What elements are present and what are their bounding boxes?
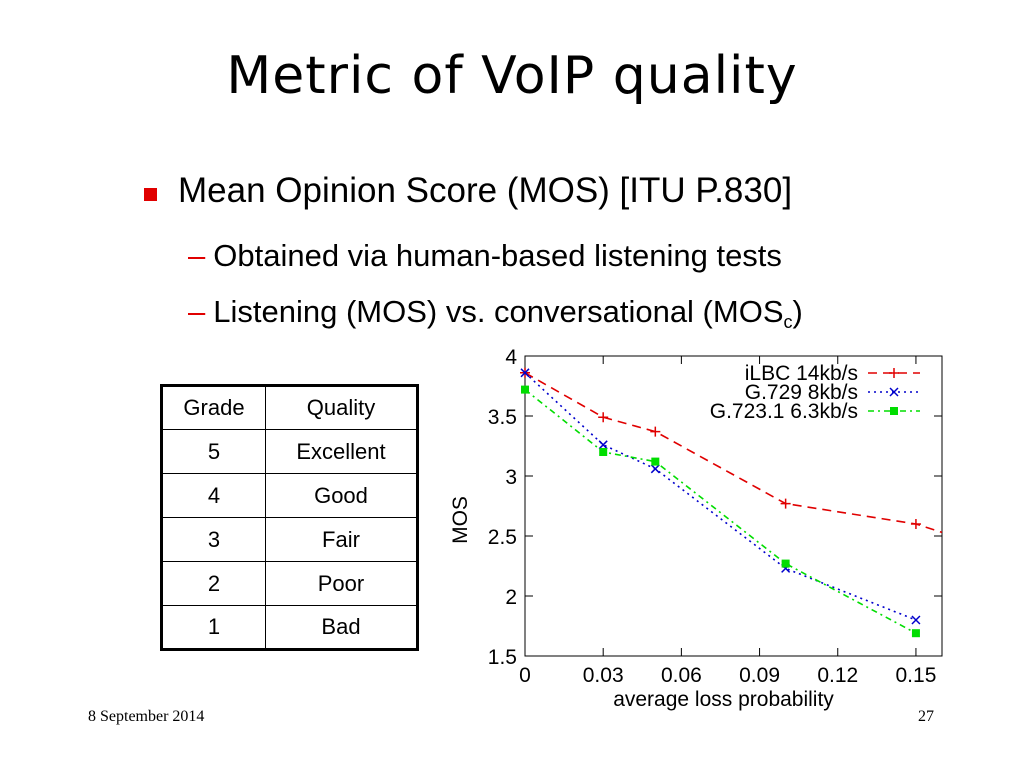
legend-marker: [890, 407, 898, 415]
grade-cell: 3: [161, 517, 266, 562]
dash-icon: –: [188, 294, 206, 329]
quality-cell: Poor: [265, 561, 418, 606]
x-tick-label: 0.03: [583, 664, 624, 687]
slide-title: Metric of VoIP quality: [226, 46, 798, 106]
quality-cell: Fair: [265, 517, 418, 562]
bullet-mos: Mean Opinion Score (MOS) [ITU P.830]: [178, 171, 793, 210]
table-row: 3 Fair: [161, 517, 418, 562]
grade-cell: 2: [161, 561, 266, 606]
data-point: [599, 448, 608, 456]
legend-label: iLBC 14kb/s: [745, 362, 858, 385]
series-line: [524, 372, 943, 534]
data-point: [650, 464, 660, 474]
table-header-row: Grade Quality: [161, 385, 418, 430]
header-quality: Quality: [265, 385, 418, 430]
x-tick-label: 0.09: [739, 664, 780, 687]
subscript-c: c: [783, 312, 793, 332]
y-tick-label: 3.5: [488, 406, 517, 429]
series-line: [524, 388, 917, 634]
legend-label: G.729 8kb/s: [745, 381, 858, 404]
sub-bullet-listening-tests: – Obtained via human-based listening test…: [188, 238, 782, 274]
table-row: 4 Good: [161, 473, 418, 518]
x-tick-label: 0.15: [896, 664, 937, 687]
data-point: [781, 559, 790, 568]
closing-paren: ): [792, 294, 803, 329]
y-axis-label: MOS: [449, 496, 472, 544]
grade-cell: 5: [161, 429, 266, 474]
y-tick-label: 2: [505, 586, 517, 609]
data-point: [651, 457, 660, 466]
x-axis-label: average loss probability: [613, 688, 834, 711]
data-point: [521, 385, 529, 394]
x-tick-label: 0.06: [661, 664, 702, 687]
table-row: 2 Poor: [161, 561, 418, 606]
data-point: [598, 440, 608, 450]
quality-cell: Excellent: [265, 429, 418, 474]
legend-label: G.723.1 6.3kb/s: [710, 400, 858, 423]
data-point: [911, 615, 921, 625]
sub-bullet-text: Listening (MOS) vs. conversational (MOS: [213, 294, 784, 329]
y-tick-label: 1.5: [488, 646, 517, 669]
data-point: [650, 426, 661, 437]
dash-icon: –: [188, 238, 206, 273]
quality-cell: Good: [265, 473, 418, 518]
page-number: 27: [918, 708, 934, 725]
x-tick-label: 0.12: [817, 664, 858, 687]
legend-marker: [889, 387, 899, 397]
y-tick-label: 3: [505, 466, 517, 489]
footer-date: 8 September 2014: [88, 708, 205, 725]
grade-cell: 1: [161, 605, 266, 650]
table-row: 1 Bad: [161, 605, 418, 650]
legend-marker: [889, 368, 899, 378]
quality-cell: Bad: [265, 605, 418, 650]
x-tick-label: 0: [519, 664, 531, 687]
data-point: [598, 412, 609, 423]
mos-line-chart: 1.5 2 2.5 3 3.5 4 0 0.03 0.06 0.09 0.12 0.15 average…: [449, 346, 943, 711]
y-tick-label: 4: [505, 346, 517, 369]
mos-grade-table: Grade Quality 5 Excellent 4 Good 3 Fair …: [160, 384, 419, 651]
table-row: 5 Excellent: [161, 429, 418, 474]
data-point: [910, 519, 921, 529]
plot-frame: [524, 355, 943, 657]
header-grade: Grade: [161, 385, 266, 430]
grade-cell: 4: [161, 473, 266, 518]
sub-bullet-listening-vs-conversational: – Listening (MOS) vs. conversational (MOS…: [188, 294, 803, 333]
data-point: [520, 368, 530, 378]
y-tick-label: 2.5: [488, 526, 517, 549]
data-point: [780, 498, 791, 509]
bullet-square-icon: [144, 188, 157, 201]
sub-bullet-text: Obtained via human-based listening tests: [213, 238, 782, 273]
data-point: [911, 629, 920, 638]
